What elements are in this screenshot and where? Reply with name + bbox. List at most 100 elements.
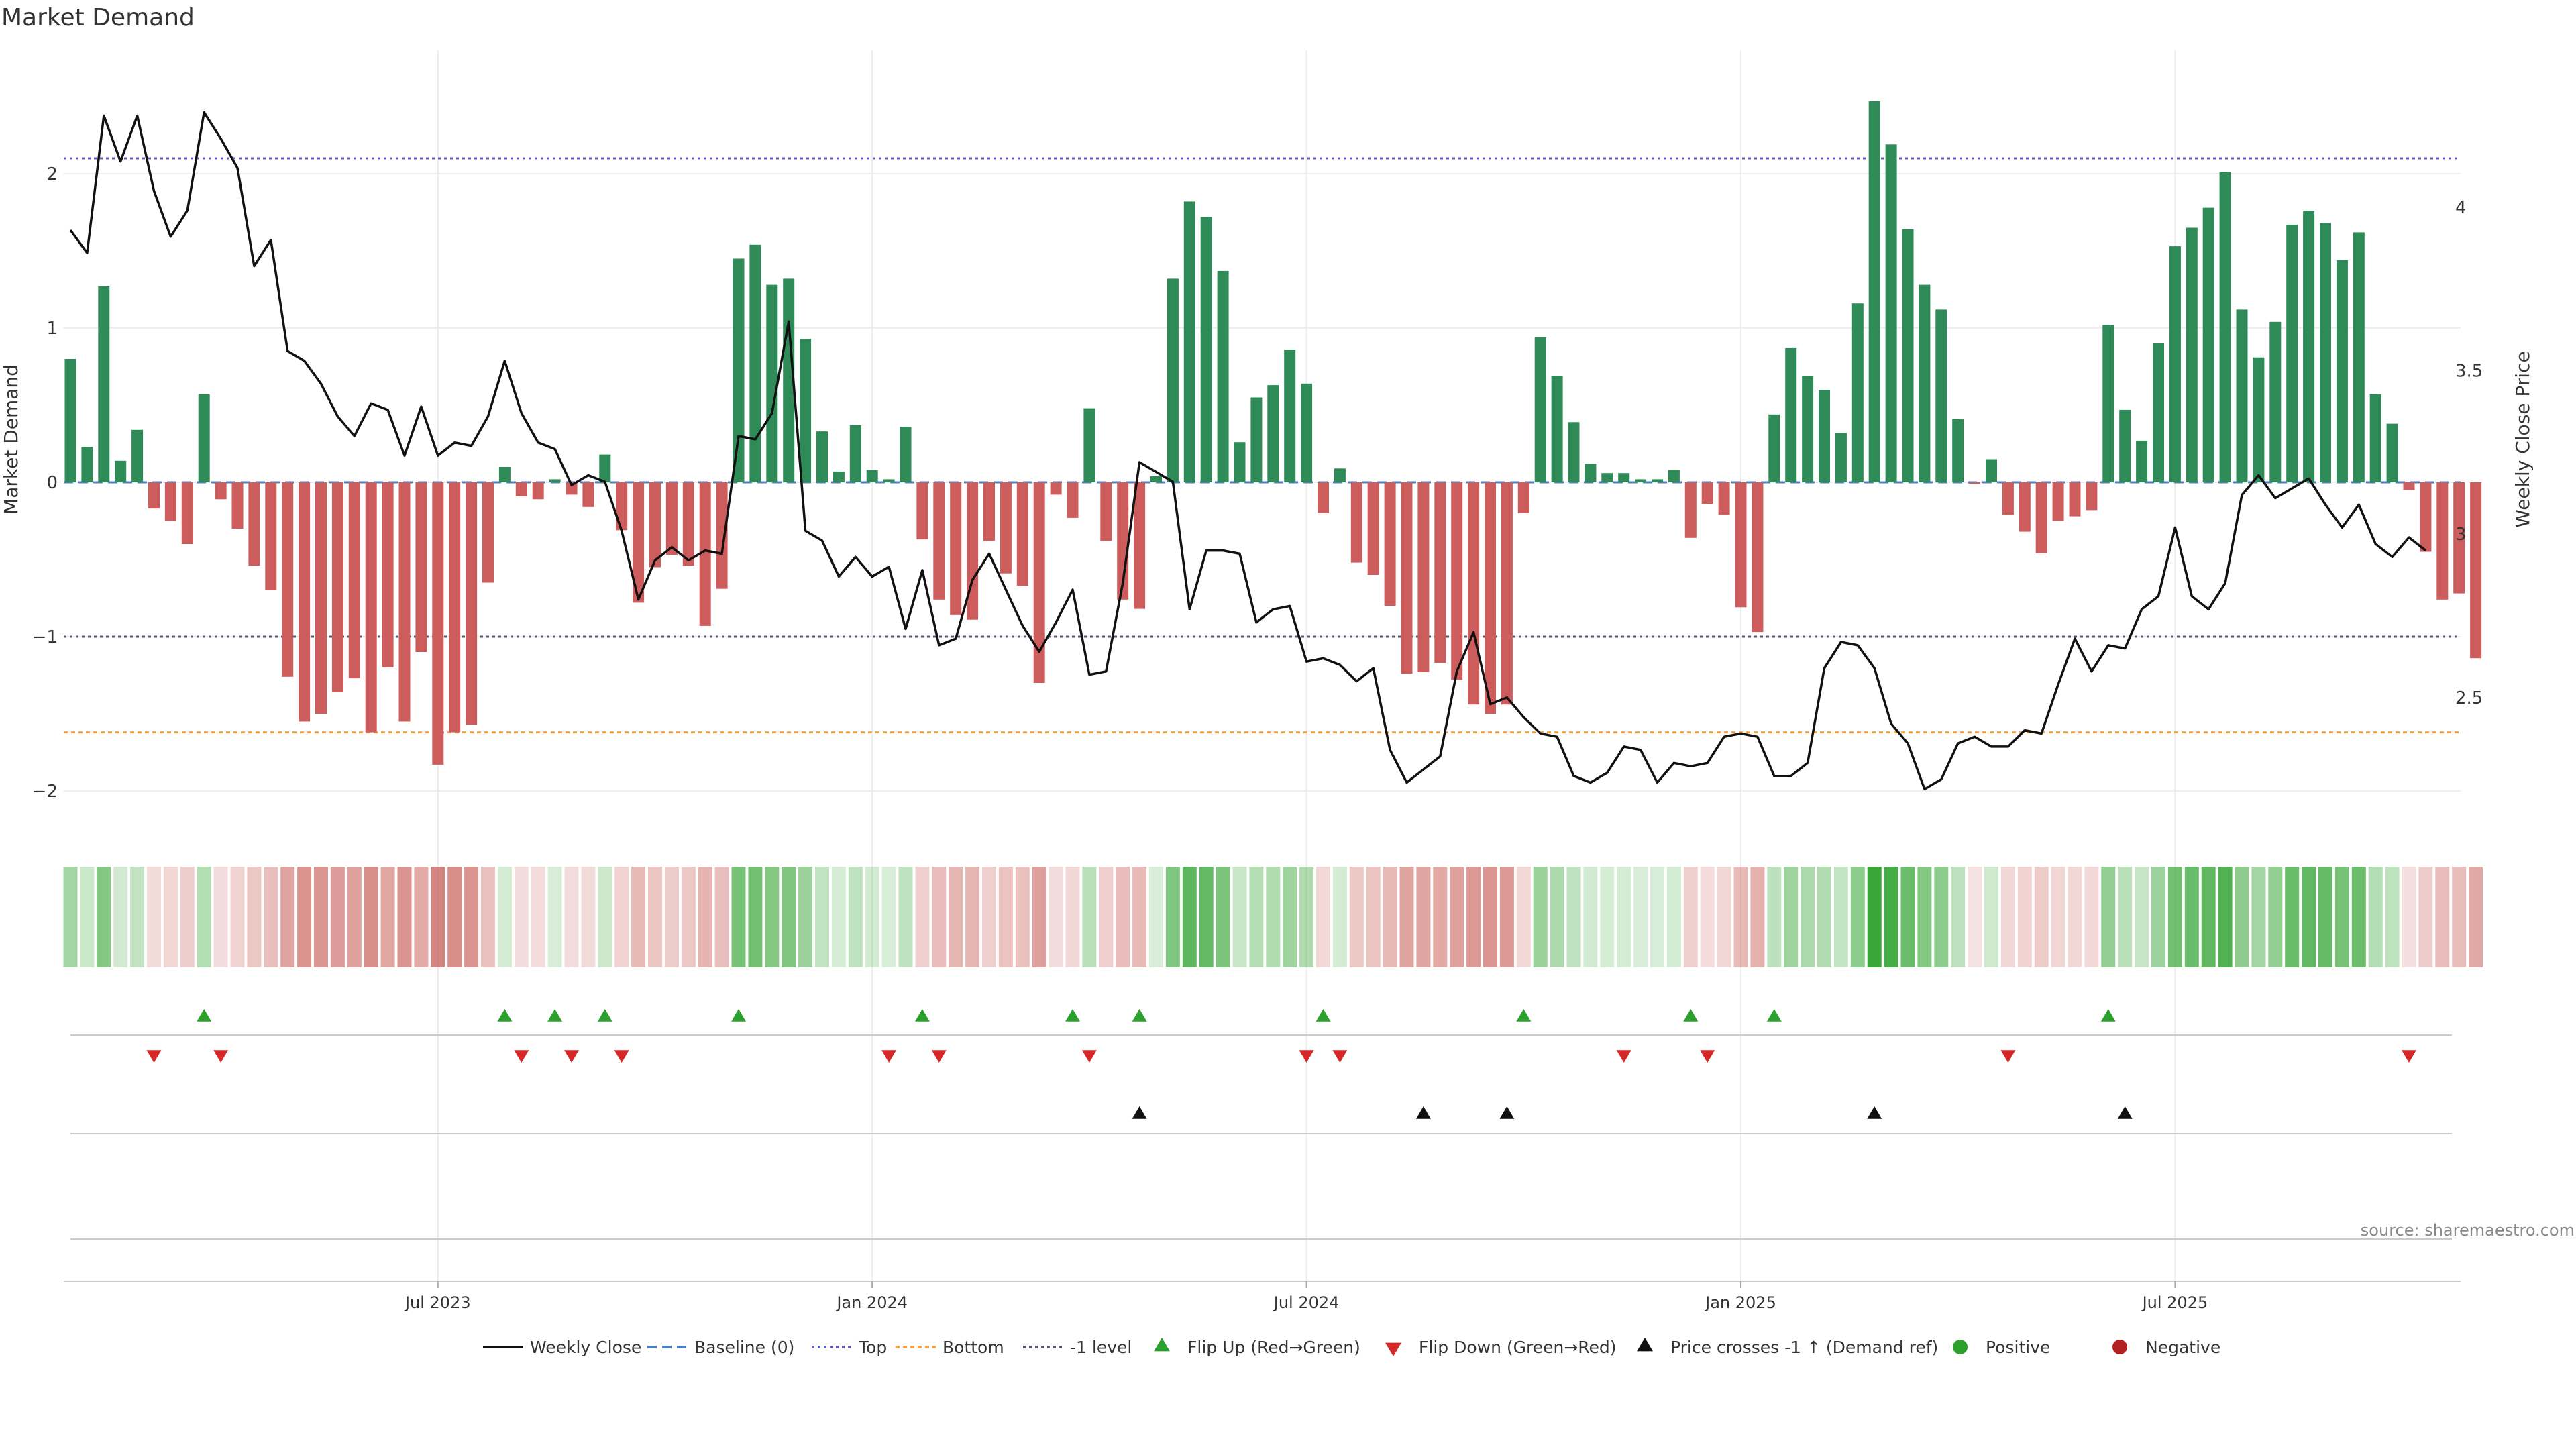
demand-bar (1568, 422, 1580, 482)
demand-bar (2136, 440, 2148, 482)
demand-bar (1384, 482, 1396, 606)
demand-bar (248, 482, 260, 566)
legend-swatch (1637, 1338, 1653, 1352)
heat-cell (1817, 867, 1831, 967)
demand-bar (582, 482, 594, 507)
y-tick-label-left: 1 (46, 319, 58, 339)
demand-bar (1718, 482, 1730, 515)
heat-cell (1182, 867, 1197, 967)
demand-bar (1735, 482, 1747, 608)
demand-bar (1902, 229, 1914, 482)
heat-cell (998, 867, 1013, 967)
demand-bar (1652, 479, 1663, 482)
flip-down-marker (1299, 1050, 1314, 1063)
demand-bar (2035, 482, 2047, 553)
heat-cell (1149, 867, 1163, 967)
heat-cell (1516, 867, 1531, 967)
flip-up-marker (1316, 1009, 1331, 1022)
heat-cell (865, 867, 879, 967)
heat-cell (765, 867, 780, 967)
heat-cell (1499, 867, 1514, 967)
heat-cell (1850, 867, 1865, 967)
heat-cell (949, 867, 963, 967)
y-tick-label-right: 4 (2455, 198, 2467, 218)
legend-label: Weekly Close (530, 1338, 641, 1357)
demand-bar (231, 482, 244, 529)
price-cross-marker (1867, 1106, 1882, 1119)
demand-bar (1367, 482, 1379, 575)
flip-up-marker (1065, 1009, 1080, 1022)
heat-cell (97, 867, 111, 967)
demand-bar (849, 425, 861, 482)
demand-bar (64, 359, 76, 482)
heat-cell (297, 867, 312, 967)
demand-bar (1016, 482, 1028, 586)
demand-bar (1434, 482, 1446, 663)
demand-bar (331, 482, 343, 692)
heat-cell (1332, 867, 1347, 967)
demand-bar (2269, 321, 2282, 482)
heat-cell (1566, 867, 1581, 967)
flip-up-marker (2100, 1009, 2116, 1022)
demand-bar (2202, 207, 2214, 482)
flip-down-marker (1081, 1050, 1097, 1063)
heat-cell (1583, 867, 1598, 967)
heat-cell (2351, 867, 2366, 967)
heat-cell (1283, 867, 1297, 967)
heat-cell (831, 867, 846, 967)
heat-cell (1968, 867, 1982, 967)
flip-up-marker (731, 1009, 746, 1022)
heat-cell (982, 867, 996, 967)
demand-bar (1217, 270, 1229, 482)
demand-bar (599, 454, 611, 482)
heat-cell (1383, 867, 1397, 967)
heat-cell (782, 867, 796, 967)
demand-bar (1451, 482, 1463, 680)
demand-bar (1517, 482, 1529, 513)
demand-bar (716, 482, 728, 589)
heat-cell (2385, 867, 2400, 967)
heat-cell (1750, 867, 1765, 967)
heat-cell (564, 867, 579, 967)
demand-bar (1000, 482, 1012, 574)
demand-bar (1534, 337, 1546, 482)
demand-bar (2236, 309, 2248, 482)
heat-cell (497, 867, 512, 967)
heat-cell (1951, 867, 1966, 967)
heat-cell (2318, 867, 2332, 967)
grid (64, 50, 2461, 1281)
heat-cell (681, 867, 696, 967)
demand-bar (1301, 383, 1313, 482)
demand-bar (532, 482, 544, 500)
heat-cell (581, 867, 596, 967)
heat-cell (397, 867, 412, 967)
demand-bar (749, 244, 761, 482)
source-note: source: sharemaestro.com (2361, 1221, 2575, 1240)
demand-bar (1050, 482, 1062, 495)
heat-cell (1099, 867, 1114, 967)
flip-down-marker (1616, 1050, 1631, 1063)
demand-bar (1167, 278, 1179, 482)
flip-down-marker (514, 1050, 529, 1063)
demand-bar (2019, 482, 2031, 532)
heat-cell (731, 867, 746, 967)
heat-cell (898, 867, 913, 967)
demand-bar (2403, 482, 2415, 490)
demand-bar (933, 482, 945, 600)
demand-bar (398, 482, 411, 722)
heat-cell (1349, 867, 1364, 967)
demand-bar (181, 482, 193, 544)
legend-item-positive: Positive (1953, 1338, 2050, 1357)
heat-cell (1600, 867, 1615, 967)
demand-bar (900, 427, 912, 482)
legend: Weekly Close Baseline (0) Top Bottom -1 leve… (483, 1338, 2220, 1357)
legend-item-weekly-close: Weekly Close (483, 1338, 641, 1357)
demand-bar (1684, 482, 1697, 538)
x-tick-label: Jul 2023 (404, 1293, 471, 1312)
heat-cell (648, 867, 662, 967)
legend-swatch (1154, 1338, 1170, 1352)
demand-bar (2436, 482, 2449, 600)
x-axis: Jul 2023 Jan 2024 Jul 2024 Jan 2025 Jul 2025 (64, 1281, 2461, 1312)
demand-bar (816, 431, 828, 482)
demand-bar (1501, 482, 1513, 705)
